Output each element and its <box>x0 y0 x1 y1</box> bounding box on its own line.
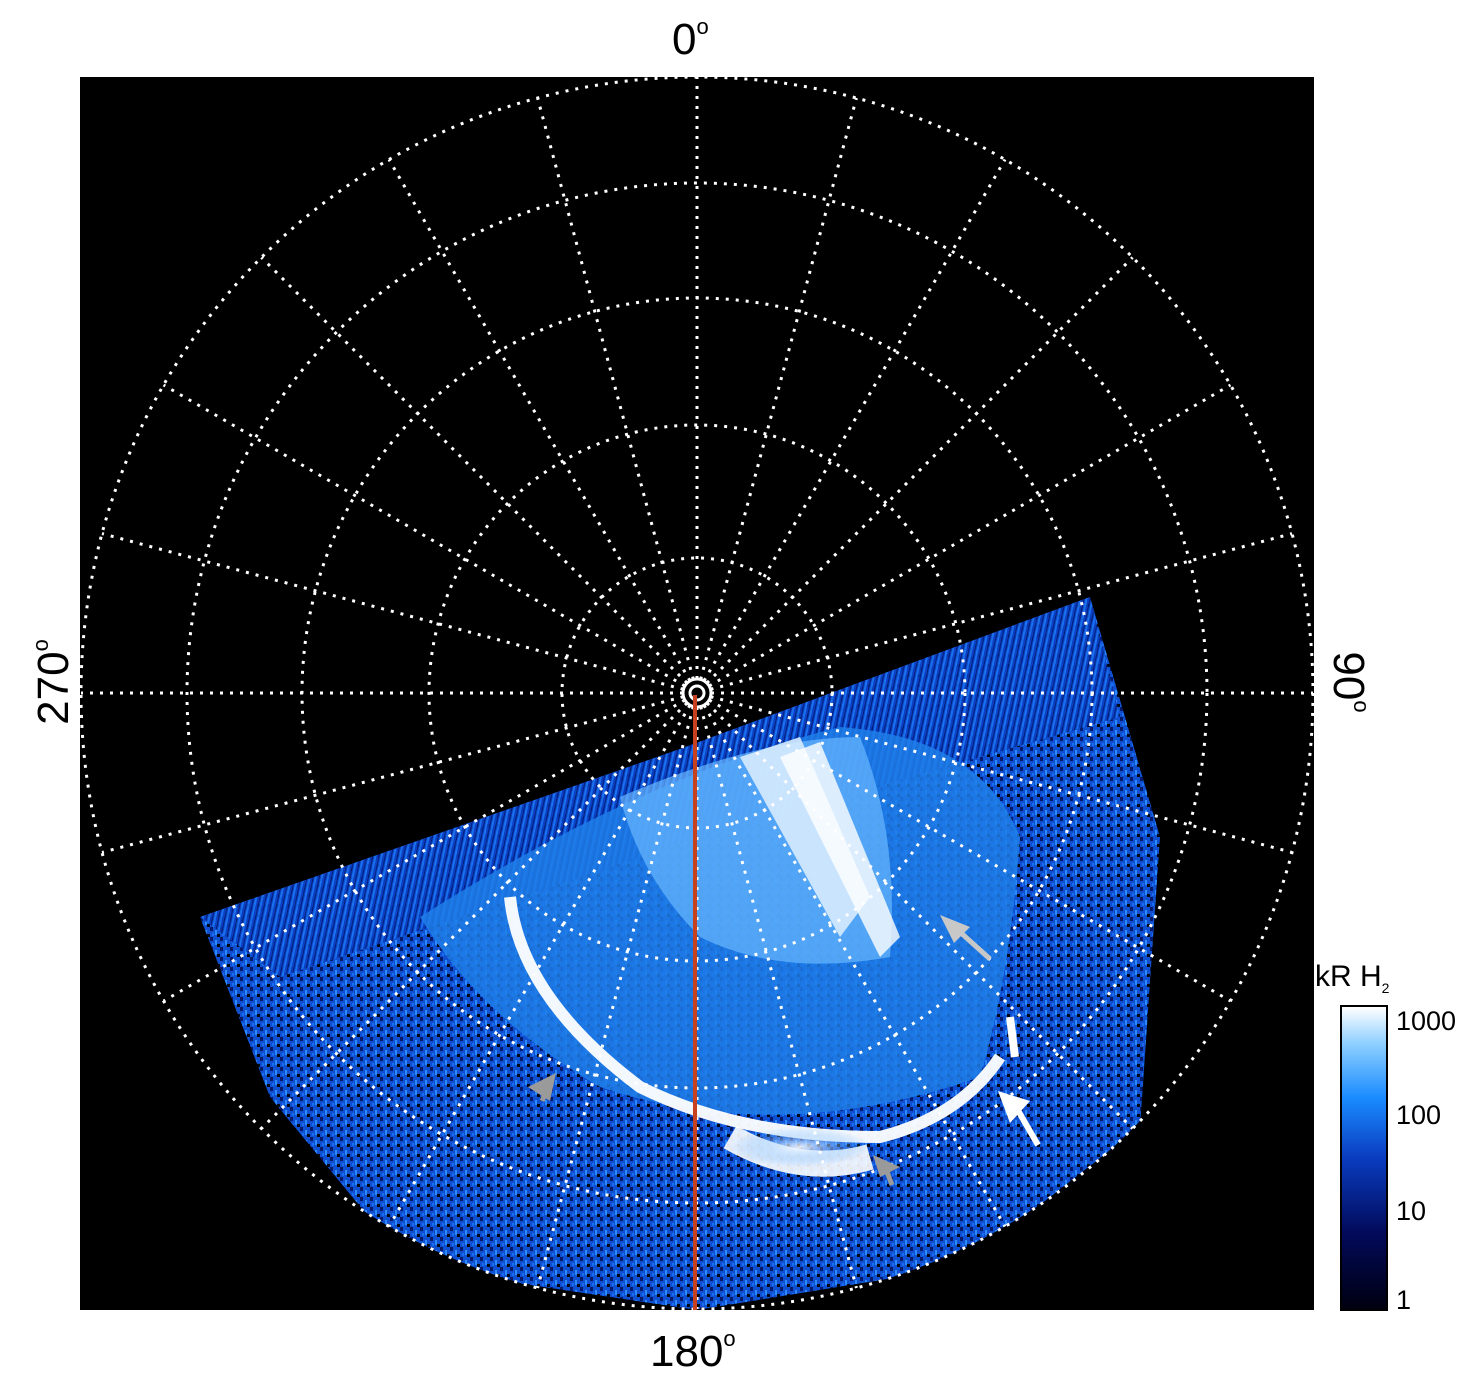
meridian-spoke <box>699 97 858 680</box>
white-arrow <box>998 1091 1041 1147</box>
longitude-label-0: 0o <box>672 14 709 64</box>
colorbar-title: kR H2 <box>1315 960 1390 996</box>
longitude-label-270: 270o <box>28 639 78 725</box>
meridian-spoke <box>708 383 1232 688</box>
meridian-grid <box>81 77 1313 1309</box>
meridian-spoke <box>710 532 1293 691</box>
colorbar-tick-100: 100 <box>1396 1100 1442 1130</box>
meridian-spoke <box>260 256 689 685</box>
meridian-spoke <box>536 706 695 1289</box>
meridian-spoke <box>260 701 689 1130</box>
longitude-label-90: 90o <box>1324 651 1374 713</box>
meridian-spoke <box>702 704 1007 1228</box>
longitude-label-180: 180o <box>650 1326 736 1376</box>
polar-aurora-map <box>79 75 1315 1311</box>
meridian-spoke <box>101 532 684 691</box>
gray-arrow-left <box>528 1073 556 1102</box>
polar-projection-svg <box>79 75 1315 1311</box>
meridian-spoke <box>702 158 1007 682</box>
meridian-spoke <box>536 97 695 680</box>
gray-arrow-right <box>940 915 992 961</box>
gray-arrow-bottom <box>873 1155 900 1186</box>
meridian-spoke <box>710 695 1293 854</box>
meridian-spoke <box>162 383 686 688</box>
colorbar-tick-10: 10 <box>1396 1196 1427 1226</box>
meridian-spoke <box>162 698 686 1003</box>
meridian-spoke <box>387 158 692 682</box>
meridian-spoke <box>387 704 692 1228</box>
meridian-spoke <box>708 698 1232 1003</box>
colorbar <box>1340 1005 1388 1311</box>
meridian-spoke <box>699 706 858 1289</box>
meridian-spoke <box>705 701 1134 1130</box>
aurora-image <box>200 597 1160 1309</box>
colorbar-tick-1000: 1000 <box>1396 1006 1457 1036</box>
meridian-spoke <box>101 695 684 854</box>
meridian-spoke <box>705 256 1134 685</box>
colorbar-tick-1: 1 <box>1396 1285 1412 1315</box>
